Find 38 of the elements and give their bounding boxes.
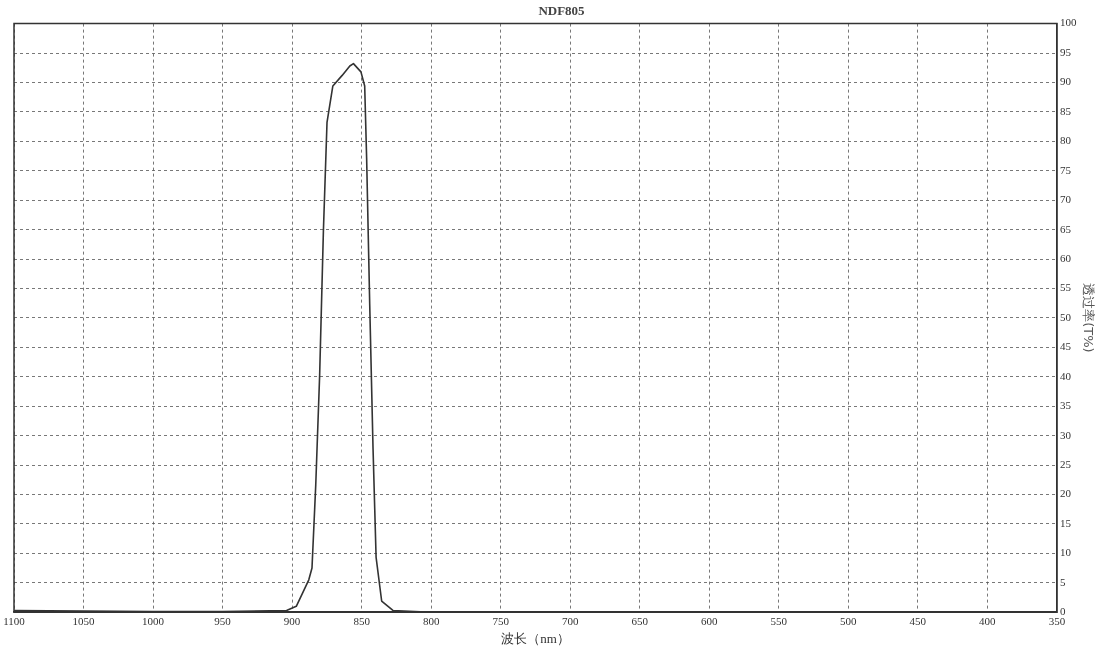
y-tick-label: 65 xyxy=(1059,222,1072,235)
y-tick-label: 25 xyxy=(1059,457,1072,470)
x-tick-label: 650 xyxy=(631,614,649,627)
x-tick-label: 800 xyxy=(422,614,440,627)
y-tick-label: 60 xyxy=(1059,251,1072,264)
y-tick-label: 10 xyxy=(1059,546,1072,559)
y-tick-label: 100 xyxy=(1059,16,1077,29)
x-tick-label: 850 xyxy=(353,614,371,627)
x-axis-title: 波长（nm） xyxy=(501,630,570,646)
x-tick-label: 950 xyxy=(214,614,232,627)
y-tick-label: 30 xyxy=(1059,428,1072,441)
x-tick-label: 500 xyxy=(840,614,858,627)
y-tick-label: 15 xyxy=(1059,516,1072,529)
y-tick-label: 95 xyxy=(1059,45,1072,58)
y-tick-label: 40 xyxy=(1059,369,1072,382)
x-tick-label: 400 xyxy=(979,614,997,627)
y-tick-label: 50 xyxy=(1059,310,1072,323)
y-tick-label: 45 xyxy=(1059,340,1072,353)
x-tick-label: 900 xyxy=(283,614,301,627)
y-tick-label: 35 xyxy=(1059,399,1072,412)
y-tick-label: 90 xyxy=(1059,75,1072,88)
y-axis-title: 透过率(T%) xyxy=(1080,283,1096,353)
x-tick-label: 1000 xyxy=(142,614,165,627)
x-tick-label: 1100 xyxy=(3,614,26,627)
x-tick-label: 450 xyxy=(909,614,927,627)
y-tick-label: 75 xyxy=(1059,163,1072,176)
y-tick-label: 70 xyxy=(1059,193,1072,206)
x-tick-label: 1050 xyxy=(72,614,96,627)
x-tick-label: 700 xyxy=(561,614,579,627)
x-tick-label: 550 xyxy=(770,614,788,627)
y-tick-label: 85 xyxy=(1059,104,1072,117)
chart-title: NDF805 xyxy=(538,3,586,19)
x-tick-label: 600 xyxy=(701,614,719,627)
y-tick-label: 20 xyxy=(1059,487,1072,500)
y-tick-label: 80 xyxy=(1059,134,1072,147)
x-tick-label: 750 xyxy=(492,614,510,627)
y-tick-label: 55 xyxy=(1059,281,1072,294)
y-tick-label: 5 xyxy=(1059,575,1066,588)
